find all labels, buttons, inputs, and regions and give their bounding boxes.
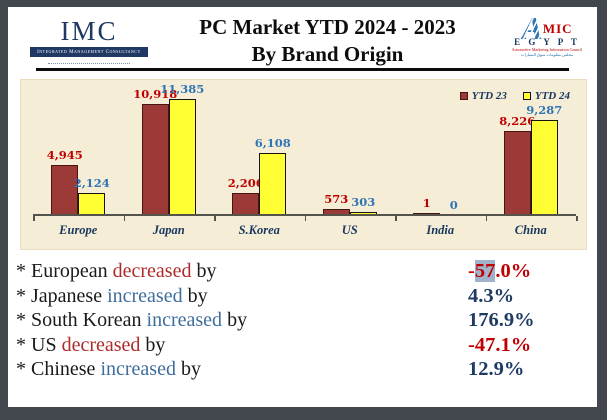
axis-tick <box>123 216 125 221</box>
summary-value: -57.0% <box>468 260 532 282</box>
selected-text: 57 <box>474 260 496 282</box>
bar-wrap: 4,945 <box>47 148 83 215</box>
imc-logo-acronym: IMC <box>60 16 118 46</box>
legend-label: YTD 24 <box>534 90 570 102</box>
bar-value-label: 10,918 <box>133 87 178 101</box>
bar-ytd24 <box>168 99 196 215</box>
summary-row: * Japanese increased by 4.3% <box>16 284 591 309</box>
bar-value-label: 8,226 <box>499 114 536 128</box>
amic-logo: A MIC E G Y P T Automotive Marketing Inf… <box>507 10 587 57</box>
summary-sentence: * European decreased by <box>16 260 217 282</box>
summary-row: * European decreased by -57.0% <box>16 259 591 284</box>
bar-ytd24 <box>530 120 558 215</box>
bar-value-label: 1 <box>422 196 431 210</box>
bar-value-label: 6,108 <box>254 136 291 150</box>
summary-sentence: * US decreased by <box>16 333 166 356</box>
bar-ytd23 <box>232 193 260 215</box>
bar-group: 8,226 9,287 China <box>486 80 577 237</box>
bar-value-label: 2,206 <box>227 176 264 190</box>
summary-row: * South Korean increased by 176.9% <box>16 308 591 333</box>
bar-group: 1 0 India <box>395 80 486 237</box>
bar-ytd23 <box>141 104 169 215</box>
amic-logo-country: E G Y P T <box>514 36 580 47</box>
bar-ytd24 <box>78 193 106 215</box>
bar-value-label: 303 <box>351 195 376 209</box>
summary-row: * Chinese increased by 12.9% <box>16 357 591 382</box>
page-title-line2: By Brand Origin <box>251 42 404 67</box>
category-label: India <box>426 223 455 237</box>
bar-value-label: 573 <box>324 192 349 206</box>
bar-group: 4,945 2,124 Europe <box>33 80 124 237</box>
imc-logo: IMC Integrated Management Consultancy <box>30 18 148 64</box>
bar-wrap: 11,385 <box>160 82 204 215</box>
axis-tick <box>304 216 306 221</box>
summary-value: 12.9% <box>468 358 525 380</box>
summary-sentence: * South Korean increased by <box>16 309 248 331</box>
summary-sentence: * Chinese increased by <box>16 358 201 380</box>
header: IMC Integrated Management Consultancy PC… <box>8 7 597 67</box>
axis-tick <box>214 216 216 221</box>
axis-tick <box>33 216 35 221</box>
header-divider <box>36 68 569 71</box>
legend-swatch <box>459 92 468 100</box>
x-axis <box>33 214 578 221</box>
bar-group: 10,918 11,385 Japan <box>124 80 215 237</box>
legend-item: YTD 24 <box>522 90 570 102</box>
summary-list: * European decreased by -57.0% * Japanese … <box>16 259 591 382</box>
axis-tick <box>485 216 487 221</box>
legend-label: YTD 23 <box>471 90 507 102</box>
amic-logo-tagline-ar: مجلس معلومات سوق السيارات <box>520 51 574 57</box>
amic-logo-tagline-en: Automotive Marketing Information Council <box>511 46 583 52</box>
amic-logo-mic: MIC <box>542 21 573 37</box>
page-title: PC Market YTD 2024 - 2023 By Brand Origi… <box>148 12 507 69</box>
axis-tick <box>395 216 397 221</box>
bar-ytd24 <box>259 153 287 215</box>
bar-value-label: 11,385 <box>160 82 205 96</box>
category-label: China <box>514 223 547 237</box>
imc-logo-banner: Integrated Management Consultancy <box>30 47 148 57</box>
imc-logo-tagline <box>47 59 131 64</box>
bar-groups: 4,945 2,124 Europe 10,918 11,385 Japan 2,206 6,… <box>33 80 577 237</box>
chart-legend: YTD 23 YTD 24 <box>459 90 570 102</box>
category-label: Europe <box>59 223 98 237</box>
bar-value-label: 4,945 <box>46 148 83 162</box>
bar-wrap: 6,108 <box>255 136 291 215</box>
summary-value: 176.9% <box>468 309 535 331</box>
bar-wrap: 2,124 <box>74 176 110 215</box>
bar-wrap: 2,206 <box>228 176 264 215</box>
bar-value-label: 9,287 <box>526 103 563 117</box>
summary-value: 4.3% <box>468 284 515 307</box>
summary-sentence: * Japanese increased by <box>16 284 208 307</box>
bar-value-label: 2,124 <box>73 176 110 190</box>
bar-chart: YTD 23 YTD 24 4,945 2,124 Europe 10,918 11,38… <box>20 79 587 250</box>
bar-wrap: 9,287 <box>526 103 562 215</box>
bar-wrap: 8,226 <box>499 114 535 215</box>
axis-tick <box>576 216 578 221</box>
summary-row: * US decreased by -47.1% <box>16 333 591 358</box>
bar-ytd23 <box>503 131 531 215</box>
bar-group: 2,206 6,108 S.Korea <box>214 80 305 237</box>
bar-wrap: 10,918 <box>133 87 177 215</box>
amic-logo-a: A <box>521 10 543 46</box>
bar-group: 573 303 US <box>305 80 396 237</box>
legend-swatch <box>522 92 531 100</box>
page-title-line1: PC Market YTD 2024 - 2023 <box>199 15 456 39</box>
category-label: Japan <box>152 223 185 237</box>
summary-value: -47.1% <box>468 333 532 356</box>
legend-item: YTD 23 <box>459 90 507 102</box>
category-label: US <box>341 223 358 237</box>
category-label: S.Korea <box>238 223 280 237</box>
bar-value-label: 0 <box>449 198 458 212</box>
bar-ytd23 <box>51 165 79 215</box>
